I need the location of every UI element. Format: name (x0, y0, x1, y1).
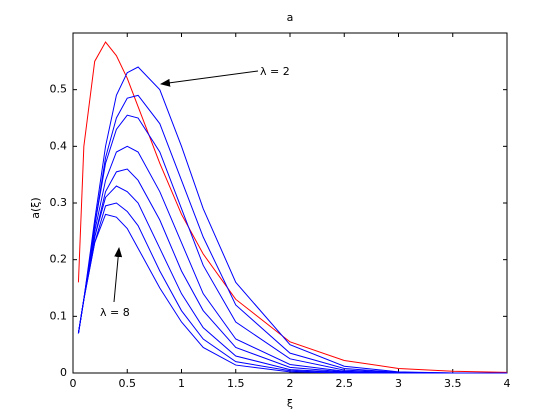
annotation: λ = 2 (260, 65, 290, 78)
plot-area (72, 32, 508, 374)
line-series (77, 114, 507, 374)
x-axis-label: ξ (287, 397, 293, 410)
x-tick-label: 0.5 (119, 377, 137, 390)
line-series (77, 213, 507, 374)
x-tick-label: 1.5 (227, 377, 245, 390)
x-tick-label: 2 (287, 377, 294, 390)
y-tick-label: 0.1 (50, 309, 68, 322)
y-axis-label: a(ξ) (29, 197, 42, 218)
line-series (77, 41, 508, 373)
x-tick-label: 4 (504, 377, 511, 390)
y-tick-label: 0 (60, 366, 67, 379)
y-tick-label: 0.2 (50, 253, 68, 266)
line-series (77, 66, 507, 374)
y-tick-label: 0.5 (50, 83, 68, 96)
x-tick-label: 1 (178, 377, 185, 390)
x-tick-label: 3.5 (444, 377, 462, 390)
x-tick-label: 0 (70, 377, 77, 390)
arrow (160, 70, 259, 87)
chart-title: a (287, 11, 294, 24)
x-tick-label: 3 (395, 377, 402, 390)
y-tick-label: 0.4 (50, 139, 68, 152)
x-tick-label: 2.5 (336, 377, 354, 390)
annotation: λ = 8 (100, 306, 130, 319)
arrow (113, 247, 123, 303)
y-tick-label: 0.3 (50, 196, 68, 209)
